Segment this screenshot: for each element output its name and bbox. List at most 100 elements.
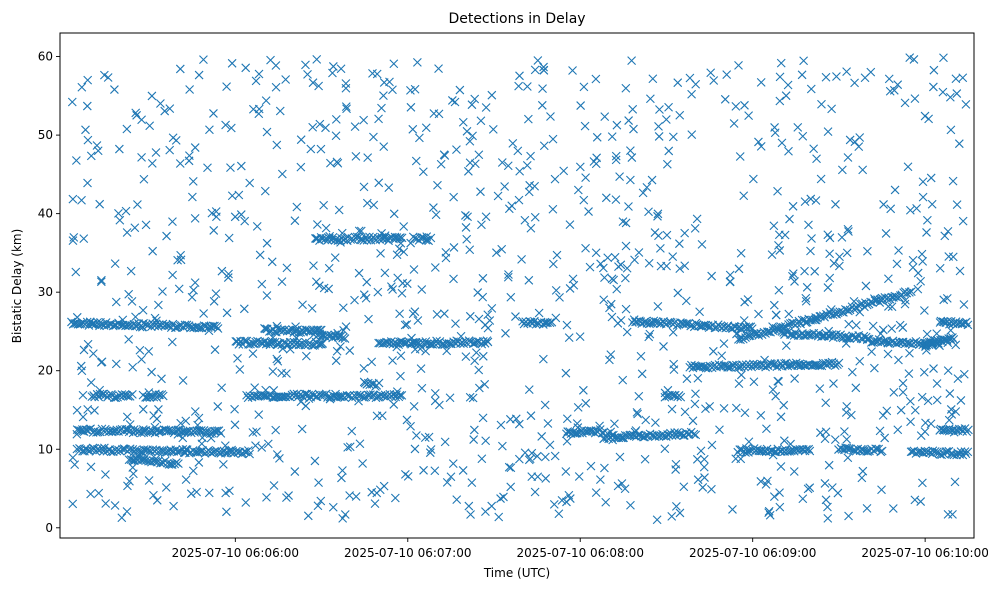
data-point — [862, 503, 872, 513]
data-point — [941, 447, 951, 457]
data-point — [889, 387, 899, 397]
data-point — [539, 62, 548, 72]
data-point — [926, 173, 936, 183]
data-point — [754, 137, 763, 147]
data-point — [773, 186, 782, 196]
data-point — [325, 394, 335, 404]
data-point — [354, 268, 364, 278]
data-point — [110, 259, 120, 268]
y-tick-label: 20 — [38, 364, 53, 378]
data-point — [383, 338, 393, 347]
data-point — [434, 400, 444, 410]
data-point — [241, 63, 251, 73]
data-point — [952, 89, 962, 98]
data-point — [878, 325, 888, 335]
data-point — [254, 410, 264, 420]
data-point — [174, 284, 184, 294]
data-point — [347, 426, 357, 436]
data-point — [784, 146, 793, 156]
data-point — [369, 200, 379, 210]
data-point — [389, 59, 399, 69]
data-point — [824, 460, 834, 470]
data-point — [364, 314, 373, 324]
data-point — [961, 317, 971, 327]
data-point — [470, 94, 480, 104]
data-point — [541, 474, 551, 483]
data-point — [372, 488, 382, 498]
data-point — [945, 92, 955, 102]
data-point — [803, 484, 813, 494]
data-point — [424, 432, 434, 442]
data-point — [199, 309, 209, 318]
data-point — [905, 338, 915, 348]
data-point — [616, 433, 626, 443]
data-point — [673, 78, 683, 88]
data-point — [644, 332, 654, 342]
data-point — [811, 313, 821, 322]
data-point — [205, 125, 214, 135]
data-point — [922, 215, 932, 225]
data-point — [621, 241, 631, 251]
data-point — [402, 415, 412, 425]
data-point — [807, 234, 816, 243]
data-point — [469, 435, 479, 444]
data-point — [939, 317, 949, 327]
data-point — [598, 263, 608, 273]
data-point — [953, 374, 963, 383]
data-point — [734, 264, 744, 274]
data-point — [905, 205, 915, 215]
data-point — [145, 121, 155, 131]
data-point — [855, 307, 865, 317]
data-point — [252, 221, 262, 231]
data-point — [421, 346, 431, 356]
data-point — [184, 151, 194, 161]
data-point — [157, 374, 166, 384]
data-point — [412, 57, 422, 67]
data-point — [690, 223, 700, 233]
data-point — [823, 127, 833, 136]
data-point — [359, 115, 369, 125]
data-point — [209, 296, 219, 306]
data-point — [585, 262, 595, 272]
data-point — [554, 509, 564, 519]
data-point — [896, 405, 906, 415]
data-point — [417, 285, 427, 294]
data-point — [388, 85, 397, 95]
data-point — [501, 328, 510, 338]
data-point — [361, 293, 371, 303]
data-point — [138, 305, 148, 315]
data-point — [369, 132, 378, 142]
data-point — [379, 91, 388, 101]
data-point — [825, 249, 835, 259]
data-point — [214, 448, 224, 458]
data-point — [522, 160, 532, 170]
data-point — [800, 197, 810, 206]
data-point — [728, 505, 737, 514]
data-point — [788, 201, 798, 211]
data-point — [817, 99, 826, 109]
data-point — [176, 418, 186, 428]
data-point — [400, 320, 410, 330]
data-point — [395, 390, 405, 400]
data-point — [359, 182, 369, 192]
data-point — [122, 124, 132, 134]
data-point — [301, 351, 311, 361]
data-point — [89, 444, 99, 453]
data-point — [893, 80, 903, 90]
data-point — [842, 434, 852, 444]
data-point — [416, 364, 426, 374]
data-point — [474, 383, 484, 393]
data-point — [514, 81, 523, 91]
data-point — [431, 210, 441, 220]
data-point — [260, 186, 270, 196]
data-point — [618, 217, 628, 226]
data-point — [622, 327, 632, 337]
data-point — [81, 125, 90, 135]
data-point — [290, 467, 300, 476]
data-point — [629, 124, 638, 134]
data-point — [639, 432, 648, 442]
data-point — [533, 56, 543, 65]
data-point — [951, 340, 961, 350]
data-point — [345, 346, 355, 355]
